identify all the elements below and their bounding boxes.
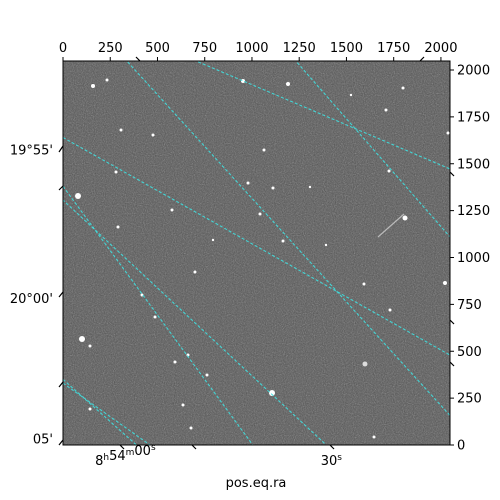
wcs-edge-tick — [135, 56, 141, 62]
image-noise — [63, 61, 450, 445]
star — [170, 208, 174, 212]
star — [286, 82, 290, 86]
star — [205, 373, 209, 377]
star — [79, 336, 85, 342]
grid-line-ra — [63, 185, 254, 445]
y-tick-label-right: 1750 — [457, 110, 490, 125]
dec-tick-label: 20°00' — [10, 292, 53, 307]
star — [443, 281, 447, 285]
y-tick-label-right: 750 — [457, 298, 482, 313]
star — [402, 215, 408, 221]
star — [362, 282, 366, 286]
star — [271, 186, 275, 190]
grid-line-ra — [295, 61, 450, 238]
star — [388, 308, 392, 312]
star — [387, 169, 391, 173]
wcs-edge-tick — [58, 185, 64, 191]
satellite-trail — [377, 213, 405, 238]
plot-frame — [62, 60, 451, 446]
y-tick-label-right: 1000 — [457, 251, 490, 266]
star — [88, 344, 92, 348]
star — [116, 225, 120, 229]
star — [262, 148, 266, 152]
y-tick-label-right: 500 — [457, 345, 482, 360]
x-tick-label-top: 250 — [98, 41, 123, 56]
star — [105, 78, 109, 82]
x-tick-label-top: 1000 — [235, 41, 268, 56]
star — [372, 435, 376, 439]
dec-tick-label: 05' — [33, 432, 53, 447]
wcs-edge-tick — [119, 444, 125, 450]
ra-tick-label: 30s — [321, 453, 343, 469]
star — [246, 181, 250, 185]
wcs-edge-tick — [329, 444, 335, 450]
wcs-edge-tick — [58, 381, 64, 388]
star — [324, 243, 328, 247]
star — [75, 193, 81, 199]
y-tick-label-right: 1250 — [457, 204, 490, 219]
x-tick-label-top: 1500 — [330, 41, 363, 56]
wcs-edge-tick — [419, 56, 425, 62]
grid-line-dec — [63, 378, 138, 445]
y-tick-label-right: 1500 — [457, 157, 490, 172]
grid-line-dec — [63, 199, 328, 445]
star — [384, 108, 388, 112]
y-tick-label-right: 2000 — [457, 64, 490, 79]
coordinate-grid — [63, 61, 450, 445]
star — [151, 133, 155, 137]
star — [181, 403, 185, 407]
grid-line-ra — [126, 61, 450, 417]
y-tick-label-right: 250 — [457, 392, 482, 407]
x-tick-label-top: 1250 — [283, 41, 316, 56]
dec-tick-label: 19°55' — [10, 144, 53, 159]
star — [173, 360, 177, 364]
star — [446, 131, 450, 135]
star-field — [75, 78, 450, 439]
star — [91, 84, 95, 88]
axis-ticks: 0 250 500 750 1000 1250 1500 1750 2000 0 250 500 750… — [10, 41, 490, 469]
x-tick-label-top: 0 — [59, 41, 67, 56]
star — [189, 426, 193, 430]
x-tick-label-top: 2000 — [424, 41, 457, 56]
star — [308, 185, 312, 189]
star — [211, 238, 215, 242]
wcs-edge-tick — [58, 145, 64, 153]
star — [119, 128, 123, 132]
star — [114, 170, 118, 174]
y-tick-label-right: 0 — [457, 439, 465, 454]
wcs-edge-tick — [58, 291, 64, 298]
x-tick-label-top: 500 — [145, 41, 170, 56]
wcs-edge-tick — [449, 171, 455, 177]
star — [269, 390, 275, 396]
ra-tick-label: 8h54m00s — [95, 443, 156, 469]
wcs-edge-tick — [449, 361, 455, 367]
wcs-edge-tick — [191, 444, 197, 450]
star — [88, 407, 92, 411]
x-axis-title: pos.eq.ra — [226, 476, 287, 491]
star — [258, 212, 262, 216]
wcs-edge-tick — [449, 319, 455, 325]
star — [281, 239, 285, 243]
wcs-edge-tick — [58, 439, 64, 446]
star — [362, 361, 368, 367]
star — [193, 270, 197, 274]
x-tick-label-top: 750 — [192, 41, 217, 56]
star — [401, 86, 405, 90]
grid-line-dec — [63, 137, 450, 356]
star — [153, 315, 157, 319]
x-tick-label-top: 1750 — [377, 41, 410, 56]
star — [349, 93, 353, 97]
plot-area — [62, 60, 451, 446]
